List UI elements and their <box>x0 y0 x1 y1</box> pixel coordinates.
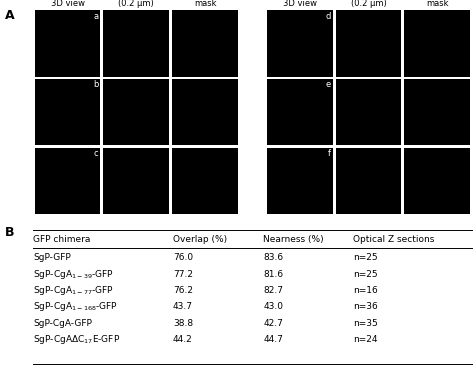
Text: 3D view: 3D view <box>283 0 317 8</box>
Text: 44.2: 44.2 <box>173 335 193 344</box>
Text: 76.2: 76.2 <box>173 286 193 295</box>
Text: 43.0: 43.0 <box>263 302 283 311</box>
Text: n=35: n=35 <box>353 319 378 328</box>
Text: Nearness (%): Nearness (%) <box>263 234 324 244</box>
Text: c: c <box>94 149 99 158</box>
Text: XY section
(0.2 μm): XY section (0.2 μm) <box>346 0 391 8</box>
Text: 3D view: 3D view <box>51 0 84 8</box>
Text: 43.7: 43.7 <box>173 302 193 311</box>
Text: n=24: n=24 <box>353 335 378 344</box>
Text: n=25: n=25 <box>353 270 378 279</box>
Text: A: A <box>5 9 14 22</box>
Text: 38.8: 38.8 <box>173 319 193 328</box>
Text: b: b <box>93 81 99 89</box>
Text: 44.7: 44.7 <box>263 335 283 344</box>
Text: SgP-CgAΔC$_{17}$E-GFP: SgP-CgAΔC$_{17}$E-GFP <box>33 333 120 346</box>
Text: 77.2: 77.2 <box>173 270 193 279</box>
Text: d: d <box>326 12 331 21</box>
Text: SgP-CgA-GFP: SgP-CgA-GFP <box>33 319 92 328</box>
Text: 82.7: 82.7 <box>263 286 283 295</box>
Text: XY section
(0.2 μm): XY section (0.2 μm) <box>114 0 158 8</box>
Text: GFP chimera: GFP chimera <box>33 234 91 244</box>
Text: mask: mask <box>426 0 448 8</box>
Text: SgP-CgA$_{1-39}$-GFP: SgP-CgA$_{1-39}$-GFP <box>33 268 114 281</box>
Text: B: B <box>5 226 14 239</box>
Text: 83.6: 83.6 <box>263 253 283 262</box>
Text: SgP-CgA$_{1-168}$-GFP: SgP-CgA$_{1-168}$-GFP <box>33 301 118 314</box>
Text: SgP-CgA$_{1-77}$-GFP: SgP-CgA$_{1-77}$-GFP <box>33 284 114 297</box>
Text: n=16: n=16 <box>353 286 378 295</box>
Text: a: a <box>93 12 99 21</box>
Text: n=25: n=25 <box>353 253 378 262</box>
Text: f: f <box>328 149 331 158</box>
Text: Overlap (%): Overlap (%) <box>173 234 227 244</box>
Text: Optical Z sections: Optical Z sections <box>353 234 435 244</box>
Text: n=36: n=36 <box>353 302 378 311</box>
Text: mask: mask <box>194 0 216 8</box>
Text: e: e <box>326 81 331 89</box>
Text: 76.0: 76.0 <box>173 253 193 262</box>
Text: 42.7: 42.7 <box>263 319 283 328</box>
Text: 81.6: 81.6 <box>263 270 283 279</box>
Text: SgP-GFP: SgP-GFP <box>33 253 71 262</box>
